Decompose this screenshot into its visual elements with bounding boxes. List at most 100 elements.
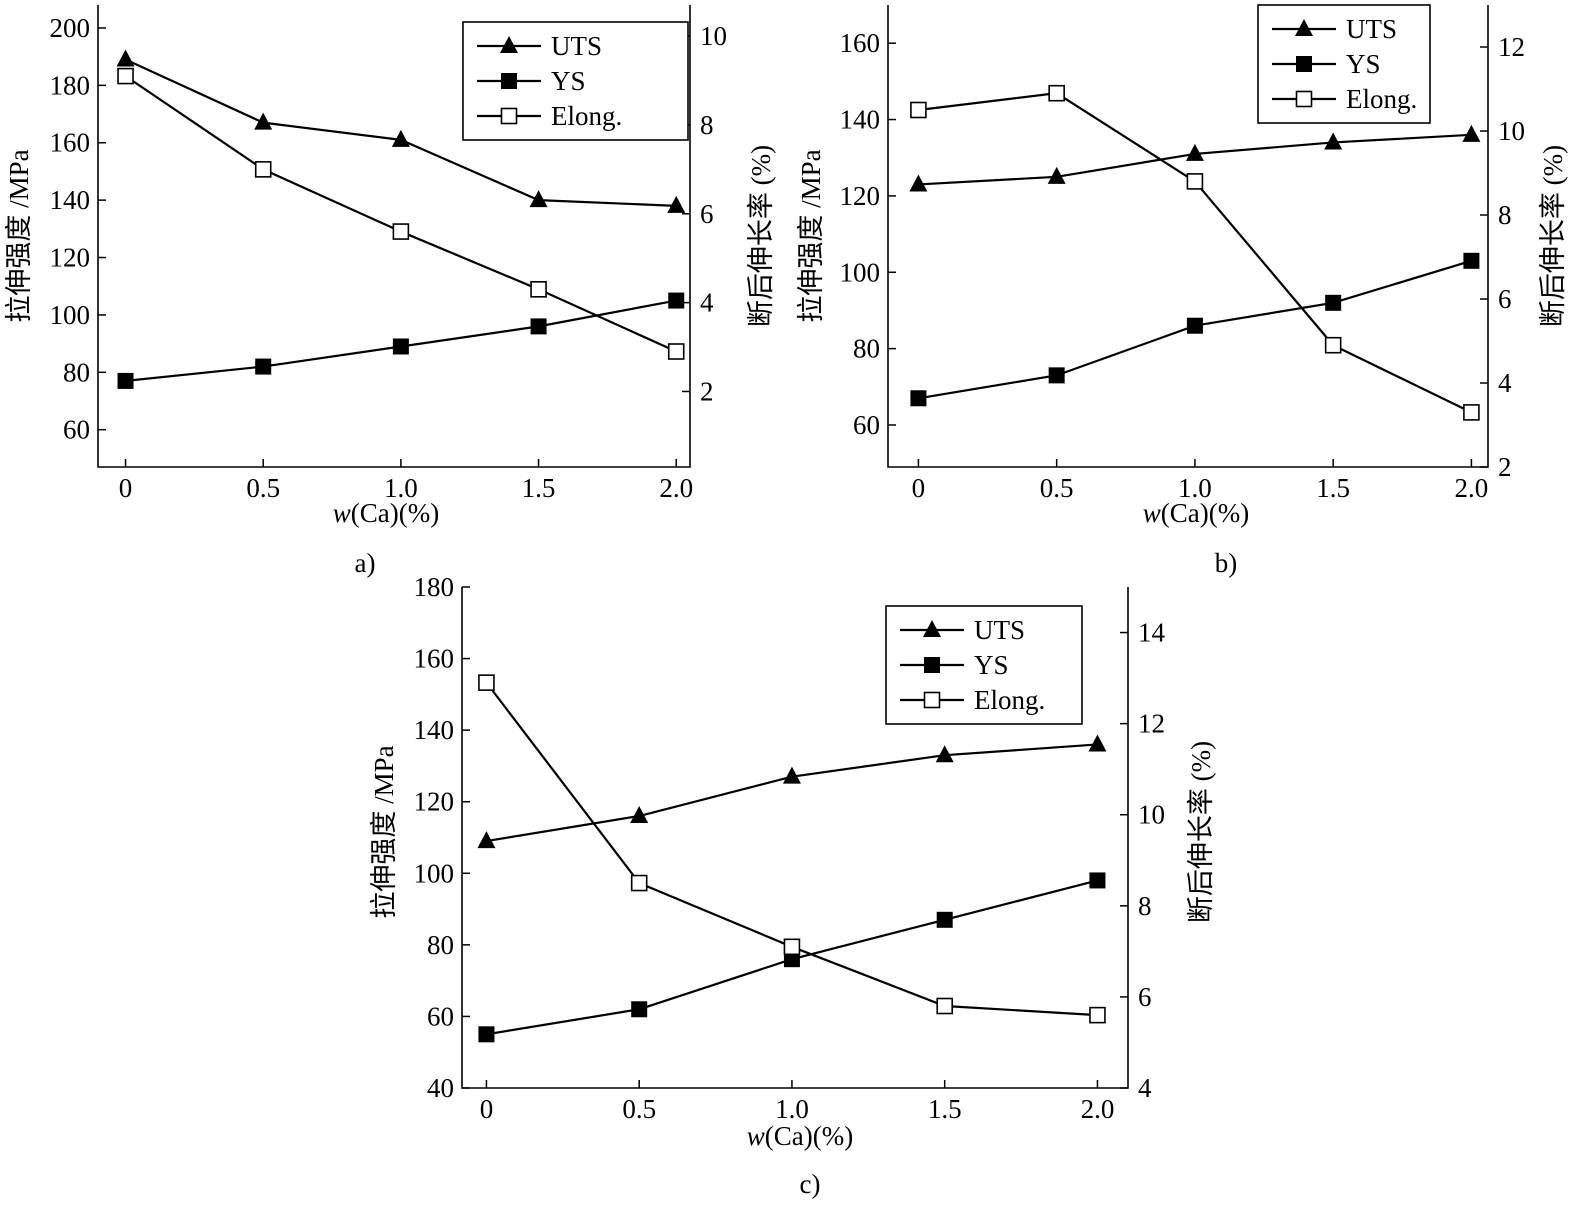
y-left-tick-label: 80 [853, 334, 880, 364]
legend-marker [500, 107, 518, 125]
y-right-tick-label: 4 [1498, 368, 1512, 398]
data-point [783, 938, 801, 956]
y-left-tick-label: 100 [840, 257, 881, 287]
data-point [910, 390, 927, 407]
y-left-tick-label: 180 [50, 70, 91, 100]
panel-caption: c) [800, 1169, 821, 1199]
data-point [1325, 294, 1342, 311]
y-right-tick-label: 2 [700, 376, 714, 406]
series-uts [909, 124, 1481, 192]
panel-caption: b) [1215, 548, 1238, 578]
y-left-tick-label: 160 [840, 28, 881, 58]
x-tick-label: 0 [912, 473, 926, 503]
data-point [477, 831, 496, 849]
y-left-tick-label: 80 [427, 930, 454, 960]
y-right-tick-label: 12 [1138, 709, 1165, 739]
x-tick-label: 2.0 [659, 473, 693, 503]
y-right-tick-label: 2 [1498, 452, 1512, 482]
chart-panel-c: 0 0.5 1.0 1.5 2.0 40 60 80 100 120 140 160 180 4 6 8 10 1… [369, 572, 1216, 1199]
x-tick-label: 1.5 [522, 473, 556, 503]
legend: UTS YS Elong. [885, 605, 1083, 725]
data-point [392, 223, 410, 240]
legend-label: YS [1346, 49, 1381, 79]
x-tick-label: 0 [480, 1094, 494, 1124]
data-point [1089, 872, 1106, 889]
data-point [117, 372, 134, 389]
legend-label: UTS [1346, 14, 1397, 44]
data-point [1186, 317, 1203, 334]
y-left-tick-label: 60 [853, 410, 880, 440]
x-tick-label: 0.5 [1040, 473, 1074, 503]
axes-frame [461, 587, 1129, 1089]
legend-label: UTS [551, 31, 602, 61]
legend-label: Elong. [551, 101, 622, 131]
legend: UTS YS Elong. [462, 21, 689, 141]
panel-caption: a) [355, 548, 376, 578]
series-elong [117, 67, 685, 360]
y-left-tick-label: 60 [63, 415, 90, 445]
y-left-tick-label: 180 [414, 572, 455, 602]
data-point [935, 745, 954, 763]
data-point [1185, 143, 1204, 161]
legend-marker [923, 691, 941, 709]
data-point [668, 292, 685, 309]
y-left-tick-label: 80 [63, 357, 90, 387]
legend-label: YS [974, 650, 1009, 680]
data-point [117, 67, 134, 85]
y-left-tick-label: 100 [50, 300, 91, 330]
legend-marker [501, 73, 517, 89]
data-point [1324, 132, 1343, 150]
data-point [1463, 252, 1480, 269]
data-point [1089, 1006, 1106, 1024]
y-left-tick-label: 200 [50, 13, 91, 43]
x-tick-label: 0.5 [622, 1094, 656, 1124]
series-elong [478, 674, 1106, 1024]
x-tick-label: 1.0 [384, 473, 418, 503]
y-right-tick-label: 12 [1498, 32, 1525, 62]
y-right-tick-label: 4 [700, 288, 714, 318]
legend-marker [1295, 90, 1313, 108]
x-axis-label: w(Ca)(%) [747, 1121, 853, 1151]
x-tick-label: 1.0 [775, 1094, 809, 1124]
legend-marker [924, 657, 940, 673]
y-right-tick-label: 14 [1138, 618, 1166, 648]
y-right-axis-label: 断后伸长率 (%) [746, 145, 776, 327]
series-ys [478, 872, 1106, 1043]
data-point [936, 911, 953, 928]
data-point [254, 161, 272, 178]
x-axis-label: w(Ca)(%) [333, 498, 439, 528]
y-left-tick-label: 140 [50, 185, 91, 215]
data-point [254, 112, 273, 130]
data-point [1048, 367, 1065, 384]
y-right-tick-label: 4 [1138, 1073, 1152, 1103]
data-point [667, 195, 686, 213]
y-left-tick-label: 40 [427, 1073, 454, 1103]
legend-label: Elong. [974, 685, 1045, 715]
x-tick-label: 0 [119, 473, 133, 503]
y-left-tick-label: 100 [414, 858, 455, 888]
y-left-axis-label: 拉伸强度 /MPa [796, 149, 826, 322]
x-tick-label: 2.0 [1455, 473, 1489, 503]
x-tick-label: 0.5 [246, 473, 280, 503]
y-right-tick-label: 10 [1498, 116, 1525, 146]
series-line [486, 743, 1098, 843]
y-left-tick-label: 120 [840, 181, 881, 211]
y-right-axis-label: 断后伸长率 (%) [1538, 145, 1568, 327]
y-left-tick-label: 120 [50, 243, 91, 273]
y-right-axis-label: 断后伸长率 (%) [1186, 741, 1216, 923]
legend-label: Elong. [1346, 84, 1417, 114]
y-left-tick-label: 60 [427, 1001, 454, 1031]
data-point [1048, 84, 1065, 102]
data-point [783, 951, 800, 968]
data-point [392, 338, 409, 355]
data-point [1462, 124, 1481, 142]
y-left-axis-label: 拉伸强度 /MPa [4, 149, 34, 322]
y-right-tick-label: 6 [700, 199, 714, 229]
series-uts [477, 734, 1107, 849]
legend: UTS YS Elong. [1257, 4, 1431, 124]
legend-label: YS [551, 66, 586, 96]
chart-panel-b: 0 0.5 1.0 1.5 2.0 60 80 100 120 140 160 2 4 6 8 10 12 拉伸强… [796, 4, 1568, 578]
y-right-tick-label: 8 [1138, 891, 1152, 921]
x-axis-label: w(Ca)(%) [1143, 498, 1249, 528]
